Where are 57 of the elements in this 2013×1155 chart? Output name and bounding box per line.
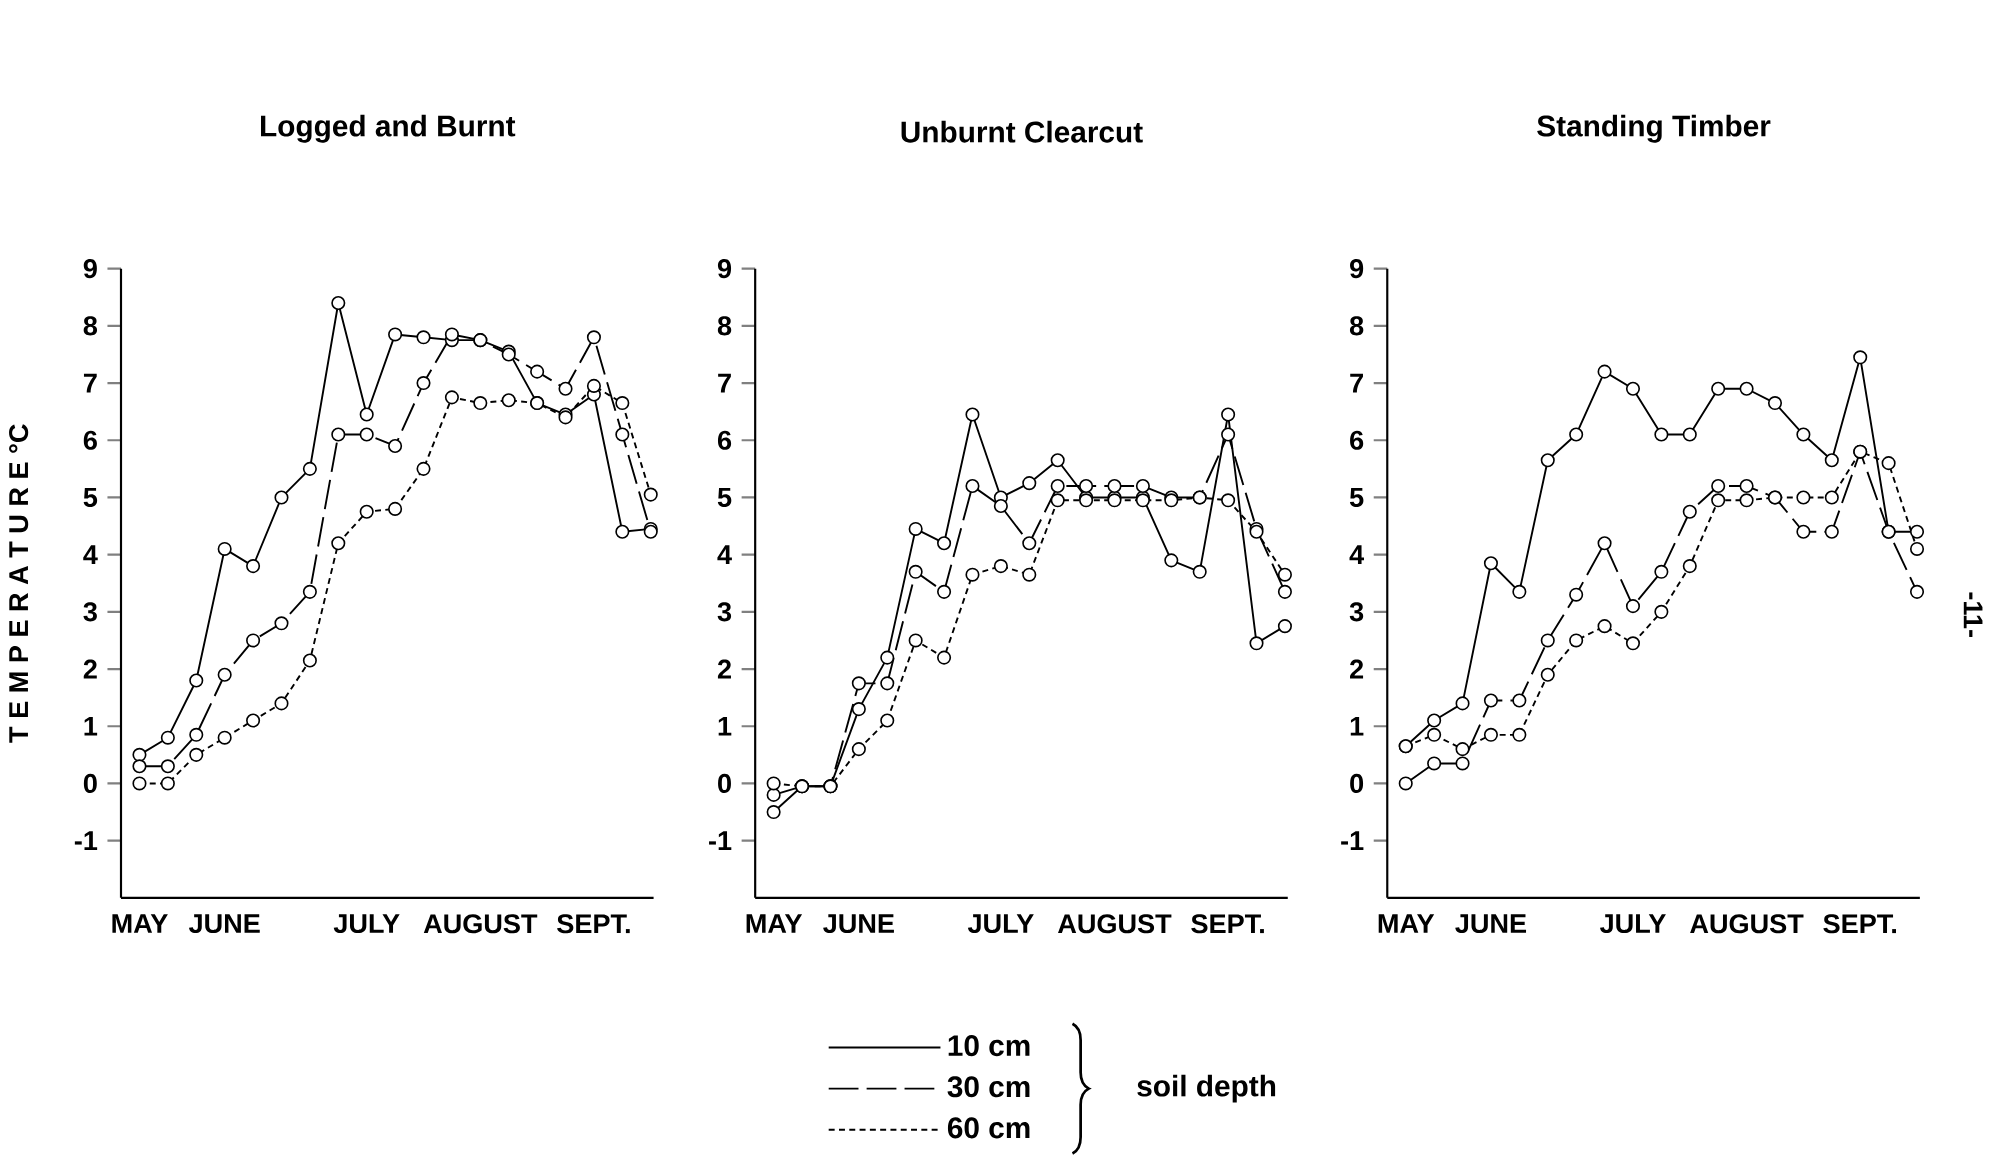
y-tick-label: 8	[83, 316, 98, 336]
x-tick-label: JULY	[967, 914, 1034, 934]
legend-label: 30 cm	[947, 1076, 1030, 1098]
y-tick-label: 0	[1350, 773, 1364, 794]
x-tick-label: AUGUST	[1690, 914, 1804, 934]
x-tick-label: JUNE	[823, 914, 894, 934]
y-tick-label: 2	[1350, 659, 1364, 679]
y-tick-label: -1	[1341, 831, 1364, 851]
legend-label: 10 cm	[948, 1035, 1030, 1057]
y-tick-label: 9	[717, 259, 732, 279]
y-tick-label: 9	[83, 259, 97, 279]
text: -11-	[1963, 592, 1983, 638]
y-tick-label: 8	[1349, 316, 1364, 336]
y-tick-label: 9	[1350, 259, 1364, 279]
y-tick-label: 0	[718, 773, 731, 794]
y-tick-label: 0	[83, 773, 97, 794]
y-tick-label: 1	[1350, 716, 1364, 736]
x-tick-label: JULY	[333, 914, 400, 934]
y-tick-label: 7	[718, 373, 731, 393]
y-tick-label: 7	[83, 373, 97, 393]
y-tick-label: 1	[718, 716, 732, 736]
chart-title: Logged and Burnt	[261, 114, 516, 143]
x-tick-label: SEPT.	[1823, 914, 1896, 934]
legend-title: soil depth	[1137, 1074, 1276, 1103]
y-tick-label: 3	[83, 602, 97, 622]
y-tick-label: 2	[717, 659, 731, 679]
x-tick-label: JUNE	[1455, 914, 1527, 934]
y-tick-label: 4	[1349, 545, 1364, 565]
legend-label: 60 cm	[947, 1117, 1030, 1139]
y-tick-label: 3	[717, 602, 732, 622]
x-tick-label: AUGUST	[423, 914, 538, 934]
y-tick-label: 2	[83, 659, 97, 679]
x-tick-label: MAY	[746, 914, 803, 933]
y-tick-label: 8	[717, 316, 732, 336]
x-tick-label: SEPT.	[557, 914, 630, 934]
y-tick-label: 6	[1350, 430, 1364, 450]
y-tick-label: 6	[83, 430, 97, 450]
y-tick-label: 4	[83, 545, 98, 565]
y-tick-label: 7	[1350, 373, 1363, 393]
y-tick-label: 5	[83, 488, 98, 507]
y-tick-label: 6	[717, 430, 732, 450]
x-tick-label: AUGUST	[1057, 914, 1172, 934]
y-tick-label: -1	[709, 831, 732, 851]
y-tick-label: 4	[717, 545, 732, 565]
y-tick-label: -1	[74, 831, 98, 851]
x-tick-label: JUNE	[188, 914, 260, 934]
y-axis-title: T E M P E R A T U R E °C	[9, 424, 29, 743]
x-tick-label: JULY	[1600, 914, 1666, 934]
y-tick-label: 5	[717, 488, 732, 507]
y-tick-label: 5	[1349, 488, 1364, 507]
chart-title: Unburnt Clearcut	[901, 120, 1143, 143]
y-tick-label: 3	[1349, 602, 1364, 622]
x-tick-label: MAY	[112, 914, 168, 933]
chart-title: Standing Timber	[1537, 114, 1771, 143]
y-tick-label: 1	[84, 716, 98, 736]
x-tick-label: SEPT.	[1191, 914, 1264, 934]
x-tick-label: MAY	[1378, 914, 1435, 933]
